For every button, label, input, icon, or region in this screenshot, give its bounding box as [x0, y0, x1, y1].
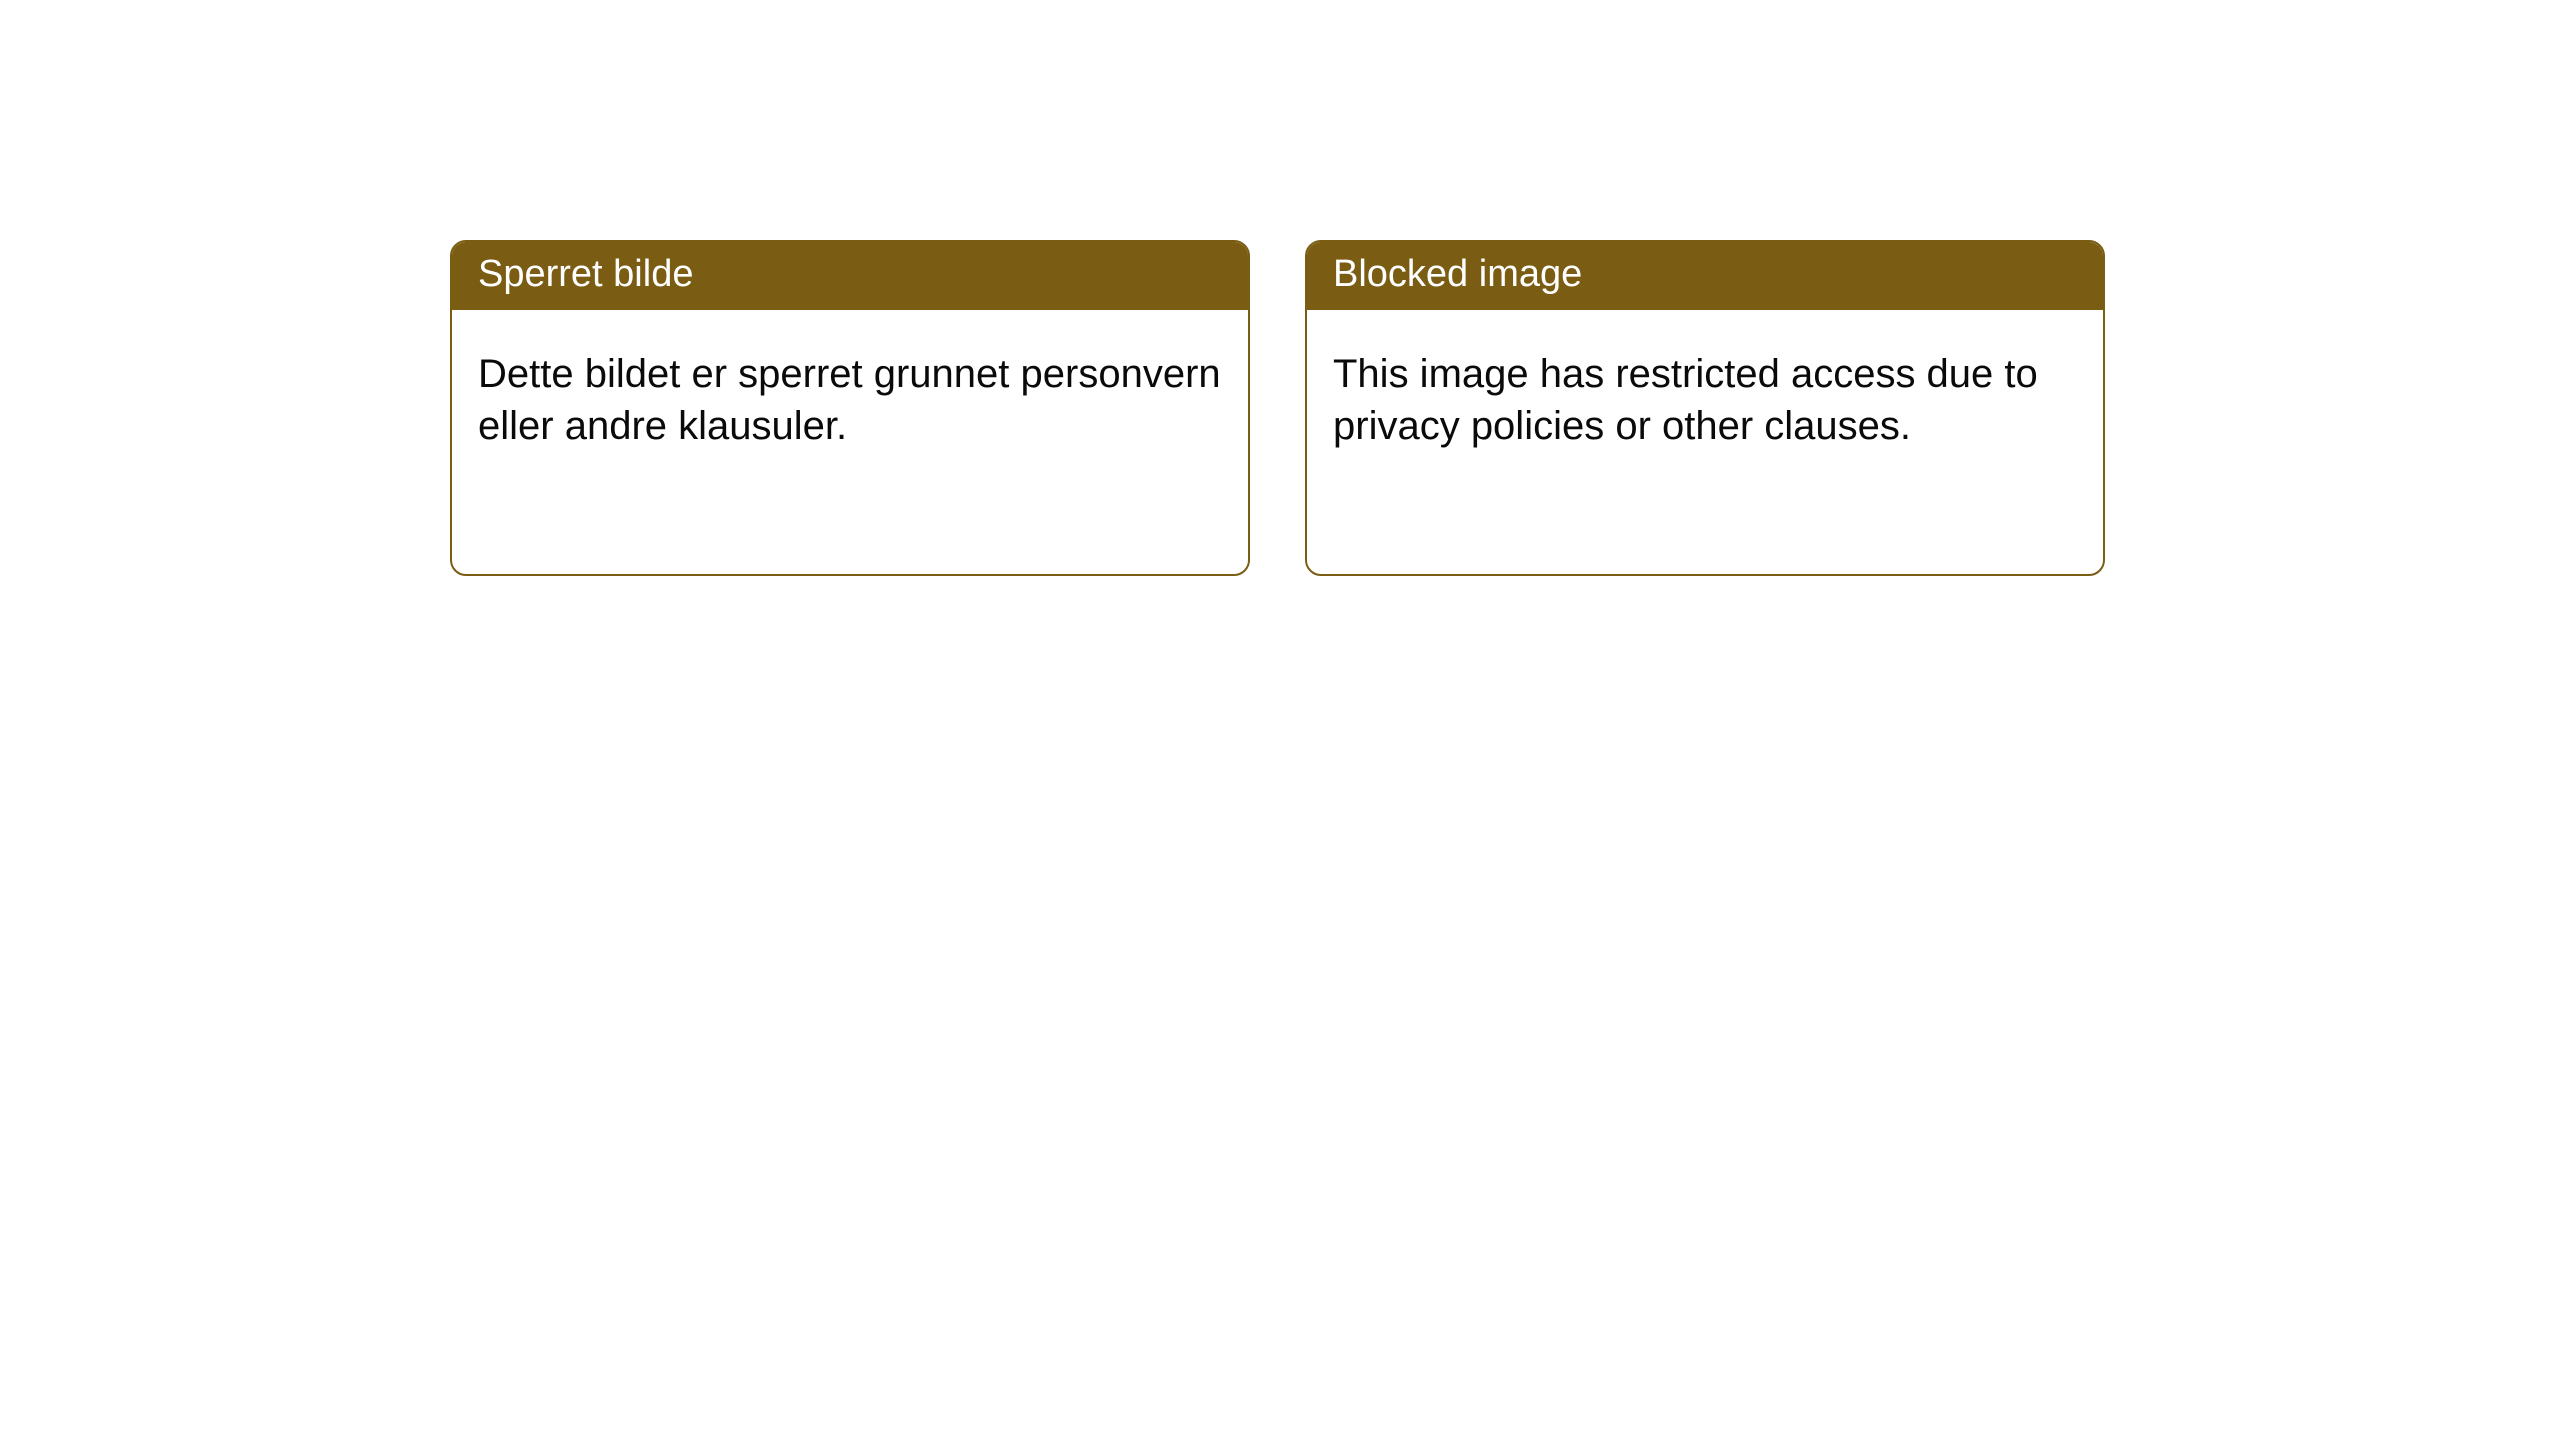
notice-panel-title: Sperret bilde — [452, 242, 1248, 310]
notice-panel-norwegian: Sperret bilde Dette bildet er sperret gr… — [450, 240, 1250, 576]
notice-panel-body: This image has restricted access due to … — [1307, 310, 2103, 574]
notice-panel-english: Blocked image This image has restricted … — [1305, 240, 2105, 576]
notice-container: Sperret bilde Dette bildet er sperret gr… — [450, 240, 2105, 576]
notice-panel-body: Dette bildet er sperret grunnet personve… — [452, 310, 1248, 574]
notice-panel-title: Blocked image — [1307, 242, 2103, 310]
